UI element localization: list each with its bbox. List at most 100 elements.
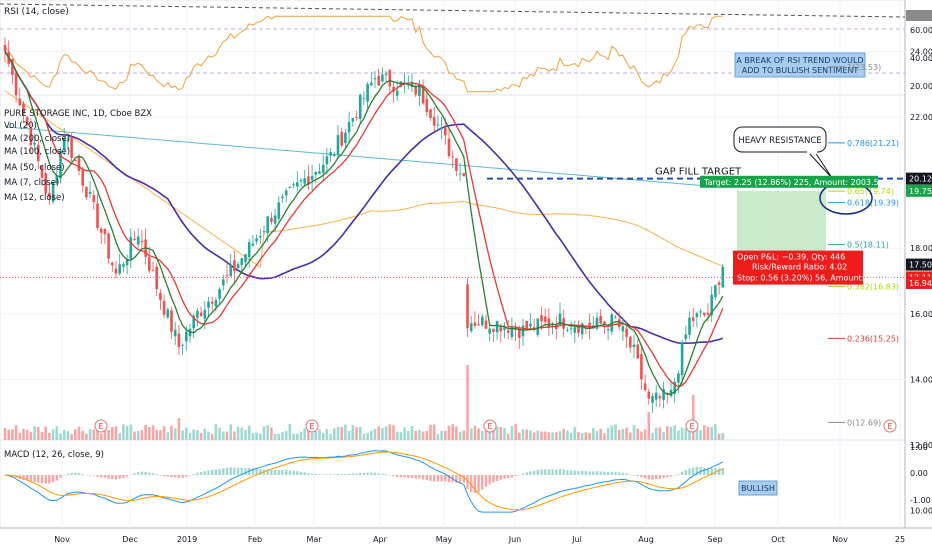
macd-bar (414, 475, 417, 479)
candle-body (614, 317, 617, 319)
volume-bar (506, 433, 510, 440)
macd-bar (532, 470, 536, 475)
candle-body (543, 316, 547, 322)
volume-bar (18, 432, 22, 440)
volume-bar (529, 430, 532, 440)
candle-body (29, 128, 33, 146)
price-axis: 24.00 22.00 18.00 16.00 14.00 12.00 10.00 (910, 47, 932, 515)
macd-bar (717, 468, 721, 475)
candle-body (37, 144, 40, 162)
volume-bar (99, 433, 103, 440)
rsi-tick-20: 20.00 (910, 82, 932, 91)
volume-bar (366, 432, 369, 440)
macd-bar (499, 475, 502, 480)
fib-label-4: 0.5(18.11) (847, 241, 889, 250)
volume-bar (199, 433, 203, 440)
macd-bar (214, 469, 218, 475)
macd-histogram (3, 467, 724, 494)
volume-bar (473, 425, 477, 440)
macd-bar (85, 474, 88, 476)
macd-bar (647, 475, 650, 480)
volume-bar (96, 428, 99, 440)
volume-bar (614, 424, 617, 440)
volume-bar (351, 425, 355, 440)
macd-bar (22, 475, 25, 480)
candle-body (388, 70, 392, 87)
volume-bar (658, 427, 662, 440)
candle-body (721, 266, 725, 288)
macd-bar (421, 475, 425, 480)
candle-body (691, 317, 695, 322)
candle-body (14, 73, 18, 96)
macd-bar (314, 473, 317, 475)
volume-bar (307, 427, 310, 440)
volume-bar (270, 427, 273, 440)
candle-body (199, 312, 203, 316)
volume-bar (543, 431, 547, 440)
candle-body (233, 260, 236, 272)
macd-bar (129, 474, 132, 476)
macd-bar (429, 475, 432, 481)
macd-bar (425, 475, 428, 481)
volume-bar (414, 430, 417, 440)
macd-bar (362, 472, 366, 475)
macd-bar (159, 475, 162, 476)
time-tick-3: Feb (248, 535, 262, 544)
volume-bar (418, 430, 421, 440)
macd-bar (344, 474, 347, 475)
macd-bar (444, 475, 447, 482)
macd-bar (292, 470, 295, 475)
candle-body (288, 187, 292, 189)
volume-bar (210, 433, 214, 440)
volume-bar (606, 427, 610, 440)
candle-body (166, 309, 170, 318)
macd-bar (503, 475, 506, 479)
volume-bar (74, 429, 77, 440)
volume-bar (695, 426, 699, 440)
position-tool[interactable]: Target: 2.25 (12.86%) 225, Amount: 2003.… (700, 175, 895, 285)
candle-body (651, 396, 654, 403)
volume-bar (569, 432, 573, 440)
macd-bar (125, 475, 129, 477)
target-label: Target: 2.25 (12.86%) 225, Amount: 2003.… (703, 178, 879, 187)
macd-bar (373, 472, 377, 475)
macd-bar (77, 473, 81, 475)
macd-bar (388, 475, 391, 476)
ma-7-line (4, 51, 724, 395)
volume-bar (514, 424, 517, 440)
earnings-label-1: E (309, 422, 314, 431)
time-tick-1: Dec (122, 535, 137, 544)
volume-bar (466, 365, 469, 440)
volume-bar (669, 426, 673, 440)
macd-bar (96, 475, 99, 477)
volume-bar (188, 433, 192, 440)
volume-bar (584, 432, 588, 440)
macd-bar (100, 475, 103, 478)
macd-bar (655, 475, 658, 480)
candle-body (351, 118, 355, 122)
macd-bar (592, 471, 595, 475)
macd-bar (118, 475, 121, 479)
macd-bar (555, 469, 558, 475)
macd-bar (721, 468, 724, 475)
candle-body (51, 182, 55, 202)
volume-bar (244, 430, 247, 440)
volume-bar (203, 428, 207, 440)
macd-bar (359, 472, 362, 475)
macd-bar (218, 468, 221, 475)
volume-bar (85, 433, 88, 440)
candle-body (336, 135, 340, 156)
macd-bar (303, 472, 306, 475)
macd-bar (640, 475, 643, 478)
candle-body (569, 328, 573, 330)
macd-bar (573, 470, 576, 475)
candle-body (407, 84, 410, 86)
candle-body (551, 324, 554, 326)
candle-body (266, 216, 269, 234)
candle-body (259, 236, 262, 238)
volume-bar (273, 433, 277, 440)
candle-body (214, 300, 218, 307)
fib-label-3: 0.618(19.39) (847, 199, 899, 208)
volume-bar (11, 429, 14, 440)
